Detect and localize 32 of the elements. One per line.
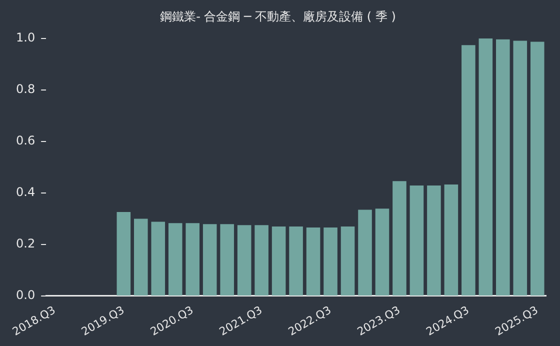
bar bbox=[392, 181, 406, 296]
bar bbox=[186, 223, 200, 296]
bar bbox=[427, 185, 441, 296]
bar bbox=[220, 224, 234, 296]
y-tick-label: 0.0 bbox=[16, 288, 36, 302]
chart-title: 鋼鐵業- 合金鋼 ─ 不動產、廠房及設備 ( 季 ) bbox=[160, 9, 396, 24]
bar bbox=[254, 225, 268, 296]
bar bbox=[358, 210, 372, 296]
bar bbox=[151, 222, 166, 296]
bar bbox=[410, 185, 424, 296]
bar bbox=[462, 45, 476, 296]
bar bbox=[116, 212, 131, 296]
bar bbox=[478, 38, 493, 296]
bar bbox=[496, 39, 510, 296]
bar bbox=[444, 184, 458, 296]
bar bbox=[134, 218, 148, 296]
bar bbox=[272, 226, 286, 296]
bar bbox=[237, 225, 252, 296]
y-tick-label: 1.0 bbox=[16, 30, 36, 45]
y-tick-label: 0.4 bbox=[16, 185, 36, 200]
bar bbox=[340, 226, 355, 296]
y-tick-label: 0.2 bbox=[16, 236, 36, 251]
bar bbox=[289, 226, 303, 296]
bar bbox=[513, 40, 528, 296]
y-tick-label: 0.8 bbox=[16, 82, 36, 96]
bar bbox=[306, 227, 320, 296]
bar bbox=[202, 224, 217, 296]
bar bbox=[324, 227, 338, 296]
y-tick-label: 0.6 bbox=[16, 134, 36, 148]
bar bbox=[375, 208, 390, 296]
bar bbox=[530, 42, 544, 296]
bar bbox=[168, 223, 182, 296]
